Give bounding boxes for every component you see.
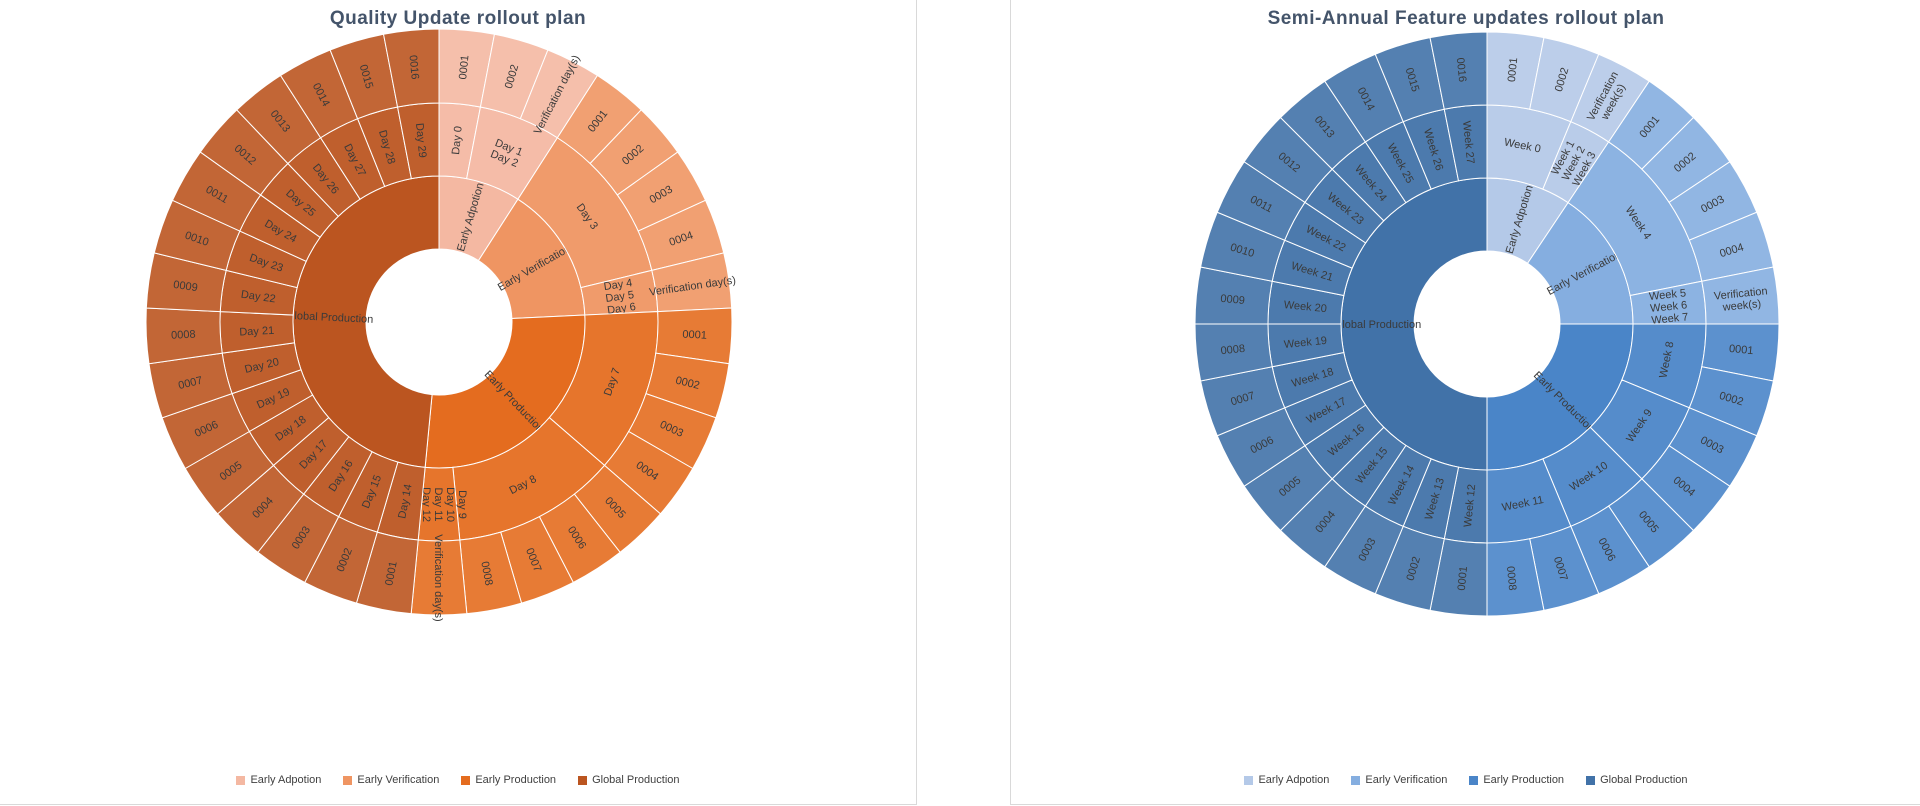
legend-label: Global Production — [592, 774, 680, 786]
device-label: 0002 — [674, 375, 701, 392]
period-label: Week 12 — [1462, 484, 1478, 528]
period-label: Week 5Week 6Week 7 — [1648, 287, 1688, 326]
legend-item: Early Production — [461, 774, 556, 786]
legend-swatch — [1244, 775, 1254, 785]
period-label: Day 4Day 5Day 6 — [603, 277, 637, 317]
device-label: 0008 — [171, 329, 196, 342]
legend-label: Early Production — [475, 774, 557, 786]
device-label: 0009 — [1220, 293, 1246, 307]
period-label: Day 21 — [239, 325, 274, 339]
ring-device-segment — [1429, 31, 1488, 110]
legend-swatch — [578, 775, 588, 785]
device-label: 0001 — [682, 329, 707, 342]
legend-item: Global Production — [578, 774, 680, 786]
device-label: 0016 — [1454, 57, 1468, 83]
legend-label: Early Verification — [357, 774, 440, 786]
period-label: Day 0 — [450, 126, 465, 156]
period-label: Day 22 — [240, 289, 276, 306]
feature-update-chart-panel: Semi-Annual Feature updates rollout plan… — [1010, 0, 1920, 805]
period-label: Day 29 — [413, 123, 428, 159]
legend-item: Early Adpotion — [1244, 774, 1329, 786]
legend-item: Early Production — [1469, 774, 1564, 786]
legend-label: Early Production — [1483, 774, 1565, 786]
group-label: Global Production — [286, 310, 374, 326]
legend-item: Early Verification — [343, 774, 439, 786]
device-label: 0007 — [177, 375, 204, 392]
chart-legend: Early Adpotion Early Verification Early Pr… — [1011, 774, 1920, 786]
device-label: 0008 — [1504, 566, 1518, 592]
device-label: 0016 — [407, 54, 421, 80]
legend-swatch — [1351, 775, 1361, 785]
device-label: 0008 — [1220, 343, 1246, 357]
legend-label: Early Adpotion — [250, 774, 322, 786]
legend-swatch — [343, 775, 353, 785]
legend-swatch — [1469, 775, 1479, 785]
device-label: 0001 — [1456, 566, 1470, 592]
period-label: Week 19 — [1283, 335, 1327, 351]
chart-title: Quality Update rollout plan — [329, 8, 587, 29]
device-label: 0001 — [457, 54, 471, 80]
device-label: 0001 — [383, 560, 399, 586]
legend-label: Global Production — [1600, 774, 1688, 786]
period-label: Week 27 — [1460, 120, 1476, 164]
legend-label: Early Verification — [1365, 774, 1448, 786]
legend-item: Global Production — [1586, 774, 1688, 786]
chart-title: Semi-Annual Feature updates rollout plan — [1267, 8, 1665, 29]
chart-legend: Early Adpotion Early Verification Early Pr… — [0, 774, 916, 786]
legend-swatch — [461, 775, 471, 785]
legend-swatch — [236, 775, 246, 785]
period-label: Week 20 — [1283, 299, 1327, 315]
device-label: 0001 — [1506, 57, 1520, 83]
device-label: 0009 — [172, 279, 198, 294]
device-label: 0008 — [478, 560, 494, 586]
device-label: Verificationweek(s) — [1713, 285, 1769, 314]
legend-item: Early Verification — [1351, 774, 1447, 786]
legend-item: Early Adpotion — [236, 774, 321, 786]
quality-update-chart-panel: Quality Update rollout plan Early Adpoti… — [0, 0, 917, 805]
ring-device-segment — [382, 28, 440, 108]
device-label: Verification day(s) — [432, 534, 444, 621]
legend-label: Early Adpotion — [1258, 774, 1330, 786]
device-label: 0001 — [1728, 343, 1754, 357]
group-label: Global Production — [1334, 319, 1421, 331]
legend-swatch — [1586, 775, 1596, 785]
